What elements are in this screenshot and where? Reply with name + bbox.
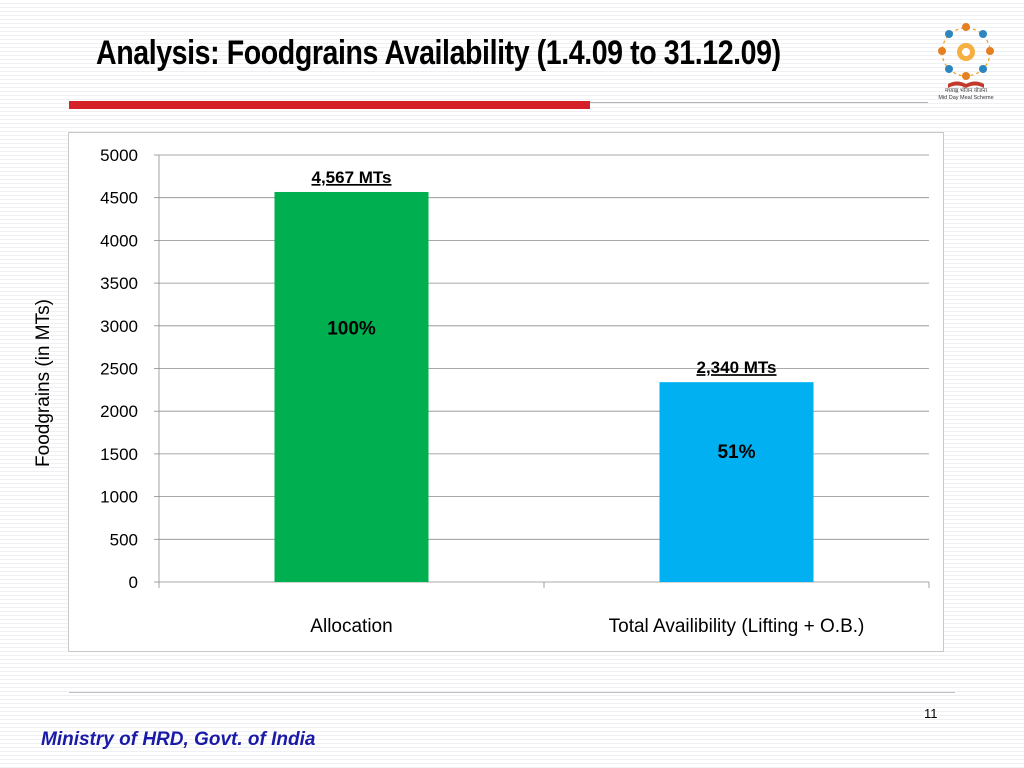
bar-chart: 0 500 1000 1500 2000 2500 3000 3500 4000 4500 5000… <box>100 146 930 637</box>
y-tick-label: 500 <box>110 530 138 549</box>
footer-ministry: Ministry of HRD, Govt. of India <box>41 729 316 750</box>
logo-caption-english: Mid Day Meal Scheme <box>938 95 994 101</box>
x-category-label: Allocation <box>310 616 392 637</box>
logo-caption: मध्याह्न भोजन योजना Mid Day Meal Scheme <box>930 88 1002 102</box>
title-underline-red <box>69 101 590 109</box>
y-tick-label: 2500 <box>100 360 138 379</box>
slide-title: Analysis: Foodgrains Availability (1.4.0… <box>96 34 781 72</box>
y-tick-label: 4500 <box>100 189 138 208</box>
y-tick-label: 2000 <box>100 402 138 421</box>
y-tick-label: 3500 <box>100 274 138 293</box>
figures-ring-icon <box>938 23 994 80</box>
logo-caption-hindi: मध्याह्न भोजन योजना <box>944 88 988 94</box>
y-tick-label: 3000 <box>100 317 138 336</box>
bar-percent-label: 51% <box>717 442 755 463</box>
y-axis-label: Foodgrains (in MTs) <box>33 299 54 467</box>
x-category-label: Total Availibility (Lifting + O.B.) <box>609 616 865 637</box>
bar-1 <box>274 191 429 582</box>
title-underline-gray <box>590 102 928 103</box>
mid-day-meal-scheme-logo <box>938 23 994 88</box>
y-tick-label: 0 <box>129 573 138 592</box>
open-book-icon <box>948 81 984 88</box>
bar-2 <box>659 382 814 582</box>
y-tick-label: 5000 <box>100 146 138 165</box>
bar-value-label: 4,567 MTs <box>311 168 391 187</box>
y-tick-label: 4000 <box>100 231 138 250</box>
footer-rule <box>69 692 955 693</box>
y-tick-label: 1000 <box>100 488 138 507</box>
bar-percent-label: 100% <box>327 318 376 339</box>
bar-value-label: 2,340 MTs <box>696 358 776 377</box>
chart-frame: 0 500 1000 1500 2000 2500 3000 3500 4000 4500 5000… <box>68 132 944 652</box>
y-tick-label: 1500 <box>100 445 138 464</box>
page-number: 11 <box>924 706 938 721</box>
